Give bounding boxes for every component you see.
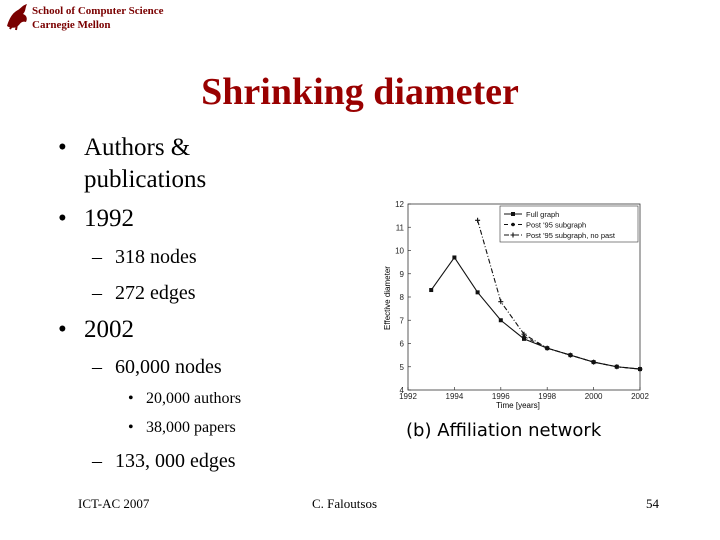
footer-author: C. Faloutsos xyxy=(312,496,378,511)
legend-marker xyxy=(511,212,515,216)
legend-label: Post '95 subgraph xyxy=(526,221,586,230)
data-point-full-graph xyxy=(522,336,526,341)
bullet-authors: Authors & xyxy=(84,134,191,161)
legend-box xyxy=(499,205,639,243)
bullet-1992: 1992 xyxy=(84,205,134,232)
y-tick-label: 6 xyxy=(400,340,405,349)
y-tick-label: 12 xyxy=(395,200,404,209)
subsub-bullet-papers: 38,000 papers xyxy=(146,419,236,436)
footer-page-number: 54 xyxy=(646,496,659,511)
data-point-post95-no-past xyxy=(567,352,573,358)
bullet-marker: • xyxy=(58,134,67,161)
y-tick-label: 5 xyxy=(400,363,405,372)
series-line-2 xyxy=(523,336,641,370)
dash-marker: – xyxy=(92,356,102,378)
y-axis-label: Effective diameter xyxy=(383,266,392,330)
sub-bullet-133000-edges: 133, 000 edges xyxy=(115,450,236,472)
y-tick-label: 4 xyxy=(400,386,405,395)
x-tick-label: 1992 xyxy=(399,392,417,401)
data-point-post95-no-past xyxy=(521,331,527,337)
x-tick-label: 1994 xyxy=(446,392,464,401)
series-line-3 xyxy=(477,220,641,370)
legend-label: Post '95 subgraph, no past xyxy=(526,231,616,240)
x-tick-label: 2002 xyxy=(631,392,649,401)
slide-title: Shrinking diameter xyxy=(201,71,519,113)
dash-marker: – xyxy=(92,246,102,268)
subsub-bullet-marker: • xyxy=(128,390,134,407)
x-axis-label: Time [years] xyxy=(496,401,540,410)
legend-marker xyxy=(510,232,516,238)
y-tick-label: 10 xyxy=(395,247,404,256)
subsub-bullet-authors: 20,000 authors xyxy=(146,390,242,407)
footer-course: ICT-AC 2007 xyxy=(78,496,150,511)
school-line-1: School of Computer Science xyxy=(32,5,164,17)
series-line-1 xyxy=(430,256,641,370)
y-tick-label: 7 xyxy=(400,316,405,325)
sub-bullet-318-nodes: 318 nodes xyxy=(115,246,197,268)
data-point-full-graph xyxy=(475,290,480,295)
y-tick-label: 8 xyxy=(400,293,405,302)
x-tick-label: 1998 xyxy=(538,392,556,401)
data-point-full-graph xyxy=(498,318,503,323)
y-tick-label: 9 xyxy=(400,270,405,279)
diameter-chart: 4 5 6 7 8 9 10 11 12 1992 1994 1996 1998 2000 2002 Ful… xyxy=(383,200,649,441)
dash-marker: – xyxy=(92,282,102,304)
data-point-post95-no-past xyxy=(475,217,481,223)
data-point-full-graph xyxy=(429,288,434,293)
bullet-authors-cont: publications xyxy=(84,166,207,193)
data-point-full-graph xyxy=(452,255,457,260)
sub-bullet-272-edges: 272 edges xyxy=(115,282,196,304)
sub-bullet-60000-nodes: 60,000 nodes xyxy=(115,356,222,378)
legend-marker xyxy=(511,222,515,227)
x-tick-label: 1996 xyxy=(492,392,510,401)
school-line-2: Carnegie Mellon xyxy=(32,19,111,31)
cmu-logo-icon xyxy=(7,4,27,31)
chart-caption: (b) Affiliation network xyxy=(406,420,602,441)
x-tick-label: 2000 xyxy=(585,392,603,401)
school-name: School of Computer Science Carnegie Mell… xyxy=(32,4,163,32)
data-point-post95-no-past xyxy=(637,366,643,372)
y-tick-label: 11 xyxy=(396,223,405,232)
data-point-post95-no-past xyxy=(498,299,504,305)
data-point-post95-no-past xyxy=(591,359,597,365)
dash-marker: – xyxy=(92,450,102,472)
bullet-2002: 2002 xyxy=(84,316,134,343)
subsub-bullet-marker: • xyxy=(128,419,134,436)
bullet-marker: • xyxy=(58,316,67,343)
legend-label: Full graph xyxy=(526,210,559,219)
data-point-post95-no-past xyxy=(544,345,550,351)
bullet-marker: • xyxy=(58,205,67,232)
data-point-post95-no-past xyxy=(614,364,620,370)
